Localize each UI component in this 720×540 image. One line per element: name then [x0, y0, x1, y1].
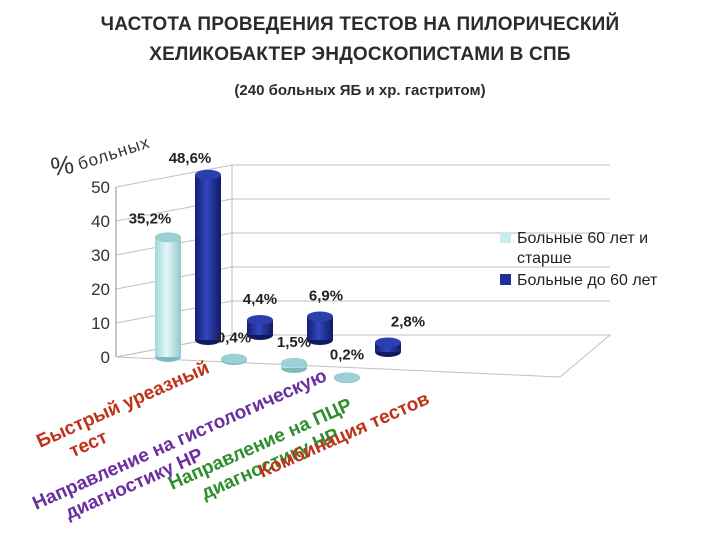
y-tick-label: 0: [101, 348, 110, 367]
bar-older-4: [334, 372, 360, 383]
chart-title-line-1: ЧАСТОТА ПРОВЕДЕНИЯ ТЕСТОВ НА ПИЛОРИЧЕСКИ…: [100, 14, 620, 35]
bar-top: [281, 357, 307, 368]
bar-older-3: [281, 357, 307, 373]
gridline-side: [115, 164, 233, 188]
bar-body: [155, 237, 181, 357]
bar-older-1: [155, 232, 181, 362]
legend-line: старше: [517, 250, 572, 267]
y-tick-label: 30: [91, 246, 110, 265]
bar-top: [247, 315, 273, 326]
chart-floor: [115, 334, 612, 378]
data-label: 35,2%: [129, 210, 172, 227]
legend-label: Больные до 60 лет: [517, 272, 658, 289]
y-axis-title: больных: [75, 133, 152, 174]
y-tick-label: 10: [91, 314, 110, 333]
y-axis-symbol: %: [49, 149, 76, 182]
bar-younger-4: [375, 337, 401, 357]
legend-swatch: [500, 232, 511, 243]
data-label: 0,4%: [217, 330, 251, 347]
y-tick-label: 20: [91, 280, 110, 299]
y-tick-label: 50: [91, 178, 110, 197]
bar-younger-1: [195, 169, 221, 345]
chart-labels: 35,2%48,6%0,4%4,4%1,5%6,9%0,2%2,8%Быстры…: [29, 150, 432, 524]
chart-title-line-2: ХЕЛИКОБАКТЕР ЭНДОСКОПИСТАМИ В СПБ: [149, 44, 571, 65]
bar-older-2: [221, 353, 247, 365]
data-label: 2,8%: [391, 313, 425, 330]
bar-body: [307, 316, 333, 340]
bar-top: [155, 232, 181, 243]
data-label: 1,5%: [277, 334, 311, 351]
chart-bars: [155, 169, 401, 383]
legend-label: Больные 60 лет и старше: [517, 230, 648, 267]
data-label: 48,6%: [169, 150, 212, 167]
chart-legend: Больные 60 лет и старше Больные до 60 лет: [500, 230, 658, 289]
data-label: 0,2%: [330, 346, 364, 363]
bar-top: [375, 337, 401, 348]
bar-top: [307, 311, 333, 322]
bar-top: [221, 353, 247, 364]
legend-line: Больные 60 лет и: [517, 230, 648, 247]
data-label: 4,4%: [243, 291, 277, 308]
bar-younger-2: [247, 315, 273, 340]
bar-younger-3: [307, 311, 333, 345]
data-label: 6,9%: [309, 288, 343, 305]
bar-top: [334, 372, 360, 383]
chart-subtitle: (240 больных ЯБ и хр. гастритом): [234, 82, 486, 99]
legend-swatch: [500, 274, 511, 285]
y-tick-label: 40: [91, 212, 110, 231]
bar-top: [195, 169, 221, 180]
bar-body: [195, 174, 221, 340]
